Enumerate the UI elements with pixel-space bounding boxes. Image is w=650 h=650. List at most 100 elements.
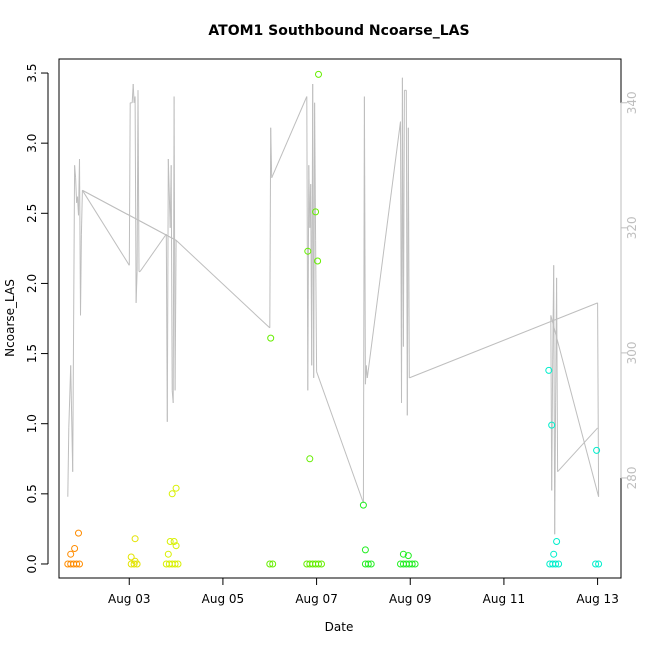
line-segment [135, 271, 138, 303]
line-segment [132, 83, 135, 103]
data-point [172, 484, 180, 492]
data-point [168, 490, 176, 498]
data-point [75, 529, 82, 537]
data-point [404, 552, 412, 560]
line-segment [550, 315, 600, 497]
line-segment [82, 189, 177, 241]
data-point [71, 545, 79, 552]
y2-tick-label: 340 [625, 91, 639, 114]
x-axis-label: Date [325, 620, 354, 634]
data-point [304, 247, 312, 255]
y2-tick-label: 280 [625, 466, 639, 489]
plot-frame [58, 58, 622, 579]
line-segment [315, 240, 318, 372]
data-point [67, 550, 75, 558]
data-point [367, 560, 375, 568]
line-segment [139, 233, 167, 272]
line-segment [551, 359, 554, 491]
data-point [312, 208, 320, 216]
line-segment [134, 96, 137, 303]
data-point [361, 546, 369, 554]
line-segment [166, 158, 169, 422]
y-tick-label: 0.5 [25, 484, 39, 503]
y-axis-label: Ncoarse_LAS [3, 279, 17, 357]
line-segment [597, 302, 600, 497]
y-tick-label: 1.0 [25, 414, 39, 433]
x-tick-label: Aug 09 [389, 592, 432, 606]
line-segment [68, 365, 72, 428]
line-segment [407, 127, 410, 378]
scatter-points [64, 70, 603, 568]
y-tick-label: 3.0 [25, 134, 39, 153]
y-tick-label: 3.5 [25, 63, 39, 82]
line-segment [72, 165, 76, 472]
x-tick-label: Aug 11 [483, 592, 526, 606]
data-point [595, 560, 603, 568]
line-segment [314, 102, 317, 241]
line-segment [81, 190, 130, 266]
data-point [172, 542, 180, 550]
line-segment [174, 240, 177, 391]
line-segment [316, 371, 364, 504]
data-point [364, 560, 372, 568]
data-point [411, 560, 419, 568]
data-point [548, 421, 556, 429]
line-segment [366, 121, 401, 378]
data-point [359, 501, 367, 509]
data-point [73, 560, 81, 568]
line-segment [80, 190, 83, 235]
line-series [67, 77, 600, 535]
data-point [174, 560, 182, 568]
data-point [127, 553, 135, 561]
data-point [550, 550, 558, 558]
data-point [269, 560, 277, 568]
x-tick-label: Aug 03 [108, 592, 151, 606]
y-tick-label: 2.0 [25, 274, 39, 293]
x-tick-label: Aug 13 [576, 592, 619, 606]
y-axis-right: 280 300 320 340 [620, 91, 639, 489]
line-segment [170, 165, 173, 391]
data-point [552, 560, 560, 568]
line-segment [363, 96, 366, 385]
line-segment [75, 177, 78, 203]
data-point [170, 538, 178, 545]
y-tick-label: 2.5 [25, 204, 39, 223]
line-segment [167, 158, 171, 228]
data-point [553, 538, 561, 545]
data-point [171, 560, 179, 568]
line-segment [556, 277, 559, 472]
line-segment [271, 96, 308, 178]
line-segment [67, 427, 70, 497]
x-tick-label: Aug 07 [295, 592, 338, 606]
data-point [399, 550, 407, 558]
data-point [545, 366, 553, 374]
chart-title: ATOM1 Southbound Ncoarse_LAS [208, 23, 469, 39]
line-segment [74, 165, 77, 178]
x-axis: Aug 03 Aug 05 Aug 07 Aug 09 Aug 11 Aug 13 [108, 577, 619, 606]
y2-tick-label: 300 [625, 341, 639, 364]
y2-tick-label: 320 [625, 216, 639, 239]
data-point [266, 560, 274, 568]
line-segment [137, 90, 140, 272]
data-point [164, 550, 172, 558]
line-segment [175, 239, 271, 329]
line-segment [402, 90, 405, 347]
y-tick-label: 1.5 [25, 344, 39, 363]
line-segment [409, 302, 598, 379]
line-segment [269, 127, 272, 328]
data-point [76, 560, 83, 568]
data-point [314, 257, 322, 265]
line-segment [554, 402, 557, 535]
data-point [593, 446, 601, 454]
line-segment [270, 127, 273, 178]
line-segment [557, 427, 598, 473]
data-point [315, 70, 322, 78]
x-tick-label: Aug 05 [202, 592, 245, 606]
data-point [306, 455, 314, 463]
line-segment [307, 165, 310, 391]
data-point [318, 560, 325, 568]
y-axis-left: 0.0 0.5 1.0 1.5 2.0 2.5 3.0 3.5 [25, 63, 49, 574]
data-point [131, 557, 139, 565]
data-point [592, 560, 600, 568]
